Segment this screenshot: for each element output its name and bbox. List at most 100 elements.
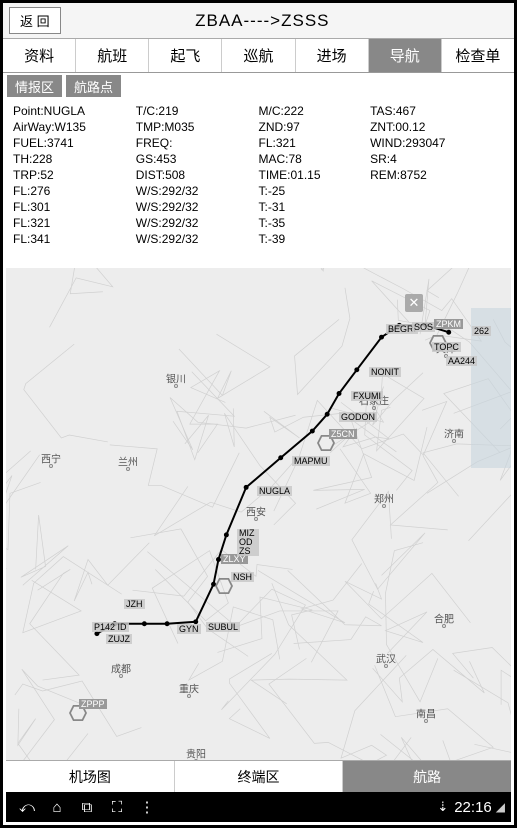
data-cell: TH:228 (13, 151, 136, 167)
city-dot (382, 504, 386, 508)
data-cell: T:-39 (259, 231, 371, 247)
data-cell: GS:453 (136, 151, 259, 167)
close-marker[interactable]: ✕ (405, 294, 423, 312)
waypoint-label: ZPPP (79, 699, 107, 709)
data-cell (370, 231, 504, 247)
data-row: FL:341W/S:292/32T:-39 (13, 231, 504, 247)
waypoint-label: AA244 (446, 356, 477, 366)
top-bar: 返 回 ZBAA---->ZSSS (3, 3, 514, 39)
waypoint-label: GODON (339, 412, 377, 422)
city-label: 贵阳 (186, 746, 206, 761)
data-cell: SR:4 (370, 151, 504, 167)
main-tabs: 资料航班起飞巡航进场导航检查单 (3, 39, 514, 73)
data-cell (370, 183, 504, 199)
main-tab-3[interactable]: 巡航 (222, 39, 295, 72)
menu-icon[interactable]: ⋮ (132, 798, 162, 816)
bottom-tab-1[interactable]: 终端区 (175, 761, 344, 792)
city-dot (119, 674, 123, 678)
waypoint-label: Z5CN (329, 429, 357, 439)
data-cell: W/S:292/32 (136, 183, 259, 199)
city-dot (187, 694, 191, 698)
route-title: ZBAA---->ZSSS (61, 11, 514, 31)
recent-icon[interactable]: ⧉ (72, 799, 102, 816)
data-cell: ZNT:00.12 (370, 119, 504, 135)
data-row: FL:276W/S:292/32T:-25 (13, 183, 504, 199)
home-icon[interactable]: ⌂ (42, 799, 72, 816)
city-dot (452, 439, 456, 443)
city-dot (49, 464, 53, 468)
data-cell: REM:8752 (370, 167, 504, 183)
waypoint-label: NSH (231, 572, 254, 582)
signal-icon: ◢ (496, 800, 505, 814)
data-cell: T:-31 (259, 199, 371, 215)
flight-data-panel: Point:NUGLAT/C:219M/C:222TAS:467AirWay:W… (3, 99, 514, 253)
waypoint-label: SUBUL (206, 622, 240, 632)
bottom-tab-2[interactable]: 航路 (343, 761, 511, 792)
data-row: TH:228GS:453MAC:78SR:4 (13, 151, 504, 167)
data-cell (370, 199, 504, 215)
sub-tabs: 情报区航路点 (3, 73, 514, 99)
data-cell: WIND:293047 (370, 135, 504, 151)
waypoint-label: NONIT (369, 367, 401, 377)
data-cell: MAC:78 (259, 151, 371, 167)
main-tab-5[interactable]: 导航 (369, 39, 442, 72)
data-cell: FL:321 (13, 215, 136, 231)
data-cell: TMP:M035 (136, 119, 259, 135)
waypoint-label: P142 ID (92, 622, 129, 632)
map-area[interactable]: ✕银川石家庄天津济南郑州西安兰州西宁成都重庆合肥武汉南昌贵阳ZUJZP142 I… (6, 268, 511, 760)
sub-tab-0[interactable]: 情报区 (7, 75, 62, 97)
waypoint-label: TOPC (432, 342, 461, 352)
main-tab-6[interactable]: 检查单 (442, 39, 514, 72)
city-dot (384, 664, 388, 668)
data-cell: FUEL:3741 (13, 135, 136, 151)
city-dot (174, 384, 178, 388)
data-cell: FL:301 (13, 199, 136, 215)
data-row: FUEL:3741FREQ:FL:321WIND:293047 (13, 135, 504, 151)
bottom-tab-0[interactable]: 机场图 (6, 761, 175, 792)
city-dot (372, 406, 376, 410)
data-cell: FL:341 (13, 231, 136, 247)
data-cell: TRP:52 (13, 167, 136, 183)
waypoint-label: 262 (472, 326, 491, 336)
data-cell: T:-25 (259, 183, 371, 199)
screenshot-icon[interactable]: ⛶ (102, 799, 132, 816)
city-dot (424, 719, 428, 723)
data-row: FL:301W/S:292/32T:-31 (13, 199, 504, 215)
data-row: FL:321W/S:292/32T:-35 (13, 215, 504, 231)
data-cell: W/S:292/32 (136, 199, 259, 215)
waypoint-label: NUGLA (257, 486, 292, 496)
data-cell: AirWay:W135 (13, 119, 136, 135)
data-row: AirWay:W135TMP:M035ZND:97ZNT:00.12 (13, 119, 504, 135)
waypoint-label: GYN (177, 624, 201, 634)
sub-tab-1[interactable]: 航路点 (66, 75, 121, 97)
waypoint-label: SOS (412, 322, 435, 332)
clock: 22:16 (454, 799, 492, 816)
data-cell: Point:NUGLA (13, 103, 136, 119)
city-dot (442, 624, 446, 628)
main-tab-0[interactable]: 资料 (3, 39, 76, 72)
data-cell: W/S:292/32 (136, 215, 259, 231)
city-dot (254, 517, 258, 521)
data-cell: FL:276 (13, 183, 136, 199)
waypoint-label: JZH (124, 599, 145, 609)
main-tab-1[interactable]: 航班 (76, 39, 149, 72)
waypoint-label: MIZ OD ZS (237, 529, 259, 556)
back-button[interactable]: 返 回 (9, 7, 61, 34)
waypoint-label: ZPKM (434, 319, 463, 329)
waypoint-label: ZUJZ (106, 634, 132, 644)
data-row: Point:NUGLAT/C:219M/C:222TAS:467 (13, 103, 504, 119)
main-tab-2[interactable]: 起飞 (149, 39, 222, 72)
android-nav-bar: ⤺ ⌂ ⧉ ⛶ ⋮ ⇣ 22:16 ◢ (6, 792, 511, 822)
main-tab-4[interactable]: 进场 (296, 39, 369, 72)
waypoint-label: MAPMU (292, 456, 330, 466)
data-cell: FREQ: (136, 135, 259, 151)
back-icon[interactable]: ⤺ (12, 799, 42, 816)
data-cell: ZND:97 (259, 119, 371, 135)
data-cell: T/C:219 (136, 103, 259, 119)
data-row: TRP:52DIST:508TIME:01.15REM:8752 (13, 167, 504, 183)
data-cell: DIST:508 (136, 167, 259, 183)
city-dot (126, 467, 130, 471)
wifi-icon: ⇣ (437, 799, 448, 815)
data-cell (370, 215, 504, 231)
waypoint-label: FXUMI (351, 391, 383, 401)
